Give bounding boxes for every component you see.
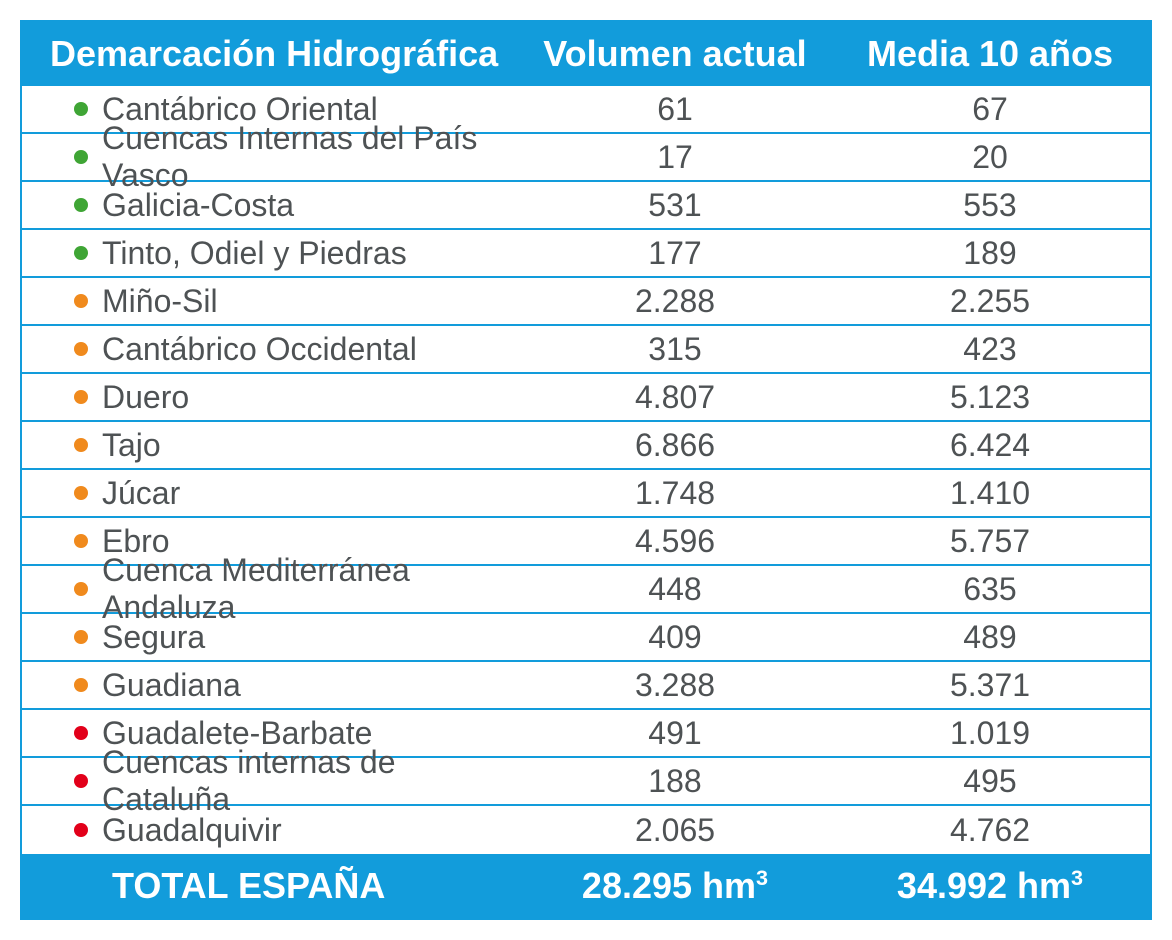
row-name-label: Cuenca Mediterránea Andaluza [102,552,520,626]
cell-media: 2.255 [830,283,1150,320]
status-bullet-icon [74,198,88,212]
status-bullet-icon [74,246,88,260]
cell-actual: 17 [520,139,830,176]
table-row: Tinto, Odiel y Piedras 177189 [22,230,1150,278]
status-bullet-icon [74,582,88,596]
row-name-label: Cuencas internas de Cataluña [102,744,520,818]
row-name-label: Miño-Sil [102,283,218,320]
cell-name: Duero [74,379,520,416]
cell-media: 489 [830,619,1150,656]
cell-actual: 61 [520,91,830,128]
status-bullet-icon [74,630,88,644]
header-media: Media 10 años [830,33,1150,75]
row-name-label: Duero [102,379,189,416]
row-name-label: Júcar [102,475,180,512]
row-name-label: Tajo [102,427,161,464]
cell-actual: 2.288 [520,283,830,320]
cell-name: Guadalquivir [74,812,520,849]
cell-name: Guadiana [74,667,520,704]
cell-media: 1.410 [830,475,1150,512]
status-bullet-icon [74,150,88,164]
status-bullet-icon [74,438,88,452]
table-header-row: Demarcación Hidrográfica Volumen actual … [22,22,1150,86]
table-body: Cantábrico Oriental6167Cuencas Internas … [22,86,1150,854]
cell-media: 553 [830,187,1150,224]
cell-actual: 531 [520,187,830,224]
cell-name: Tinto, Odiel y Piedras [74,235,520,272]
cell-actual: 315 [520,331,830,368]
cell-media: 423 [830,331,1150,368]
status-bullet-icon [74,102,88,116]
cell-media: 67 [830,91,1150,128]
cell-media: 5.123 [830,379,1150,416]
cell-media: 4.762 [830,812,1150,849]
cell-name: Júcar [74,475,520,512]
row-name-label: Galicia-Costa [102,187,294,224]
status-bullet-icon [74,774,88,788]
table-row: Tajo 6.8666.424 [22,422,1150,470]
status-bullet-icon [74,390,88,404]
hydrographic-table: Demarcación Hidrográfica Volumen actual … [20,20,1152,920]
cell-name: Cuenca Mediterránea Andaluza [74,552,520,626]
cell-actual: 4.596 [520,523,830,560]
cell-media: 635 [830,571,1150,608]
table-row: Guadiana 3.2885.371 [22,662,1150,710]
cell-actual: 491 [520,715,830,752]
cell-name: Miño-Sil [74,283,520,320]
cell-name: Segura [74,619,520,656]
status-bullet-icon [74,342,88,356]
table-row: Júcar 1.7481.410 [22,470,1150,518]
footer-label: TOTAL ESPAÑA [112,865,520,907]
status-bullet-icon [74,534,88,548]
status-bullet-icon [74,726,88,740]
table-footer-row: TOTAL ESPAÑA 28.295 hm3 34.992 hm3 [22,854,1150,918]
cell-actual: 1.748 [520,475,830,512]
status-bullet-icon [74,678,88,692]
cell-actual: 188 [520,763,830,800]
table-row: Galicia-Costa 531553 [22,182,1150,230]
row-name-label: Guadiana [102,667,241,704]
row-name-label: Cuencas Internas del País Vasco [102,120,520,194]
cell-actual: 2.065 [520,812,830,849]
table-row: Miño-Sil 2.2882.255 [22,278,1150,326]
table-row: Cantábrico Occidental 315423 [22,326,1150,374]
header-name: Demarcación Hidrográfica [50,33,520,75]
cell-media: 1.019 [830,715,1150,752]
status-bullet-icon [74,294,88,308]
cell-media: 5.371 [830,667,1150,704]
header-actual: Volumen actual [520,33,830,75]
footer-actual: 28.295 hm3 [520,865,830,907]
cell-name: Cuencas internas de Cataluña [74,744,520,818]
cell-media: 5.757 [830,523,1150,560]
table-row: Cuencas internas de Cataluña188495 [22,758,1150,806]
table-row: Segura 409489 [22,614,1150,662]
cell-name: Cuencas Internas del País Vasco [74,120,520,194]
row-name-label: Tinto, Odiel y Piedras [102,235,407,272]
cell-media: 20 [830,139,1150,176]
cell-actual: 4.807 [520,379,830,416]
row-name-label: Guadalquivir [102,812,282,849]
row-name-label: Cantábrico Occidental [102,331,417,368]
status-bullet-icon [74,486,88,500]
footer-media: 34.992 hm3 [830,865,1150,907]
row-name-label: Segura [102,619,205,656]
status-bullet-icon [74,823,88,837]
table-row: Cuenca Mediterránea Andaluza448635 [22,566,1150,614]
table-row: Cuencas Internas del País Vasco1720 [22,134,1150,182]
cell-media: 189 [830,235,1150,272]
cell-name: Galicia-Costa [74,187,520,224]
cell-actual: 448 [520,571,830,608]
table-row: Duero 4.8075.123 [22,374,1150,422]
cell-actual: 3.288 [520,667,830,704]
cell-name: Cantábrico Occidental [74,331,520,368]
table-row: Guadalquivir 2.0654.762 [22,806,1150,854]
cell-media: 495 [830,763,1150,800]
cell-actual: 6.866 [520,427,830,464]
cell-actual: 177 [520,235,830,272]
cell-actual: 409 [520,619,830,656]
cell-media: 6.424 [830,427,1150,464]
cell-name: Tajo [74,427,520,464]
